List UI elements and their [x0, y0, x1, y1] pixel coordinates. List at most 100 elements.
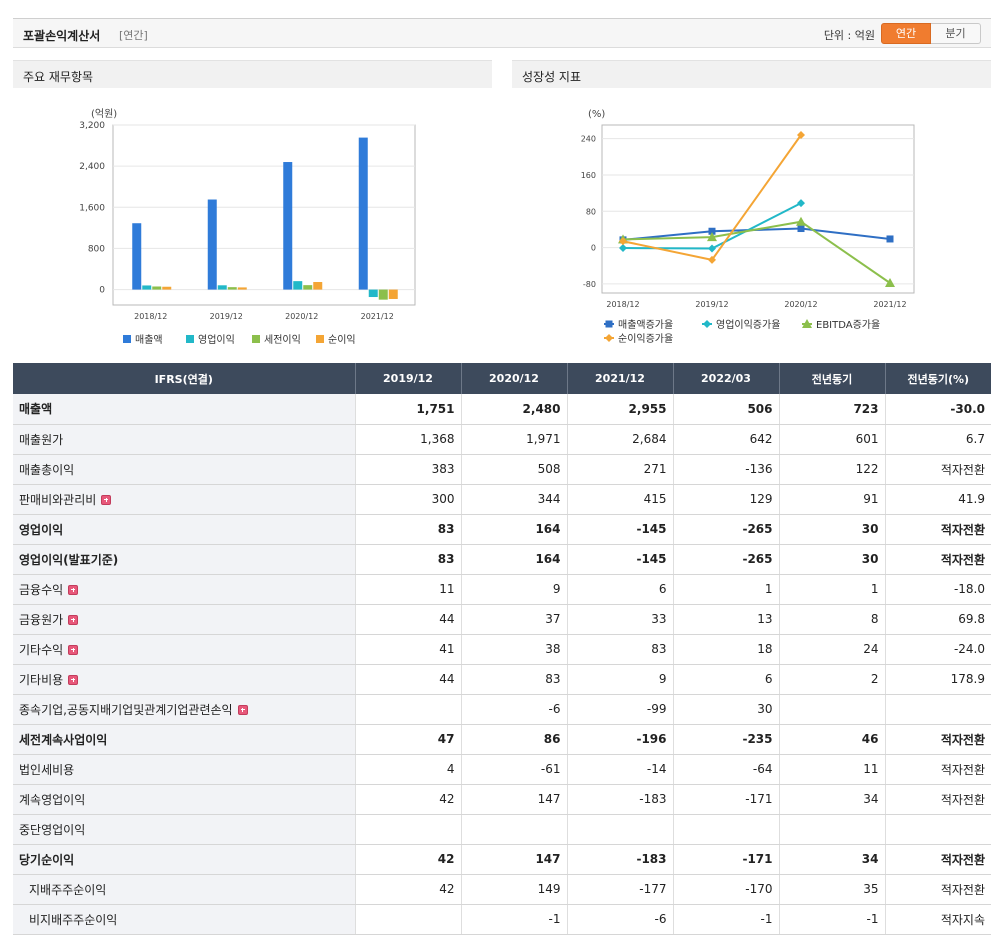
point-0-2	[797, 225, 805, 233]
header-cell: 전년동기	[779, 363, 886, 394]
value-cell: -183	[567, 784, 674, 815]
value-cell: 642	[673, 424, 780, 455]
value-cell: 11	[779, 754, 886, 785]
unit-label: 단위 : 억원	[823, 29, 875, 42]
value-cell: 506	[673, 394, 780, 425]
value-cell: 적자전환	[885, 874, 991, 905]
row-label: 지배주주순이익	[13, 874, 356, 905]
table-row: 기타수익 41 38 83 18 24 -24.0	[13, 634, 991, 665]
y-tick-label: 800	[88, 244, 105, 254]
bar-1-1	[217, 285, 227, 290]
value-cell: -1	[461, 904, 568, 935]
value-cell	[355, 814, 462, 845]
header-cell: 2020/12	[461, 363, 568, 394]
value-cell: 35	[779, 874, 886, 905]
expand-plus-icon[interactable]	[68, 674, 79, 685]
value-cell: 149	[461, 874, 568, 905]
row-label-text: 기타수익	[19, 642, 64, 657]
value-cell: 34	[779, 844, 886, 875]
value-cell: -171	[673, 784, 780, 815]
value-cell: 1	[779, 574, 886, 605]
y-tick-label: 0	[591, 244, 596, 253]
value-cell: 8	[779, 604, 886, 635]
value-cell: -136	[673, 454, 780, 485]
expand-plus-icon[interactable]	[68, 644, 79, 655]
y-tick-label: 160	[581, 171, 596, 180]
value-cell	[355, 694, 462, 725]
bar-0-1	[207, 199, 217, 290]
bar-1-2	[293, 281, 303, 290]
row-label-text: 계속영업이익	[19, 792, 86, 807]
left-panel-title: 주요 재무항목	[13, 60, 492, 88]
row-label-text: 영업이익	[19, 522, 64, 537]
value-cell: 적자전환	[885, 844, 991, 875]
value-cell: 4	[355, 754, 462, 785]
legend-label: 매출액증가율	[618, 319, 673, 331]
row-label: 영업이익	[13, 514, 356, 545]
y-tick-label: 0	[99, 286, 105, 296]
header-cell: 2019/12	[355, 363, 462, 394]
bar-0-3	[358, 137, 368, 290]
bar-3-3	[388, 289, 398, 299]
header-cell: 2021/12	[567, 363, 674, 394]
value-cell: 38	[461, 634, 568, 665]
row-label: 종속기업,공동지배기업및관계기업관련손익	[13, 694, 356, 725]
point-0-3	[886, 235, 894, 243]
income-statement-table: IFRS(연결) 2019/12 2020/12 2021/12 2022/03…	[13, 363, 991, 935]
bar-3-1	[237, 287, 247, 290]
period-toggle: 연간 분기	[881, 23, 981, 44]
row-label-text: 당기순이익	[19, 852, 75, 867]
header-cell: 전년동기(%)	[885, 363, 991, 394]
legend-label: 영업이익증가율	[716, 318, 780, 331]
legend-label: 세전이익	[264, 334, 301, 346]
value-cell: 83	[355, 544, 462, 575]
row-label: 세전계속사업이익	[13, 724, 356, 755]
row-label-text: 세전계속사업이익	[19, 732, 108, 747]
value-cell: -183	[567, 844, 674, 875]
row-label-text: 기타비용	[19, 672, 64, 687]
x-tick-label: 2021/12	[361, 312, 394, 321]
y-axis-label: (%)	[588, 109, 605, 120]
value-cell: -99	[567, 694, 674, 725]
row-label-text: 매출총이익	[19, 462, 75, 477]
bar-1-0	[142, 285, 152, 290]
row-label: 매출원가	[13, 424, 356, 455]
row-label: 당기순이익	[13, 844, 356, 875]
quarter-toggle-button[interactable]: 분기	[931, 23, 981, 44]
point-3-0	[619, 237, 627, 246]
bar-0-0	[132, 223, 142, 290]
value-cell: 83	[355, 514, 462, 545]
value-cell	[355, 904, 462, 935]
legend-label: 순이익증가율	[618, 333, 673, 345]
expand-plus-icon[interactable]	[101, 494, 112, 505]
value-cell: 2,480	[461, 394, 568, 425]
expand-plus-icon[interactable]	[68, 584, 79, 595]
value-cell: 41	[355, 634, 462, 665]
table-row: 중단영업이익	[13, 814, 991, 845]
value-cell: 129	[673, 484, 780, 515]
value-cell: 18	[673, 634, 780, 665]
y-tick-label: 80	[586, 207, 596, 216]
x-tick-label: 2018/12	[606, 300, 639, 309]
value-cell: 47	[355, 724, 462, 755]
annual-toggle-button[interactable]: 연간	[881, 23, 931, 44]
value-cell: 11	[355, 574, 462, 605]
expand-plus-icon[interactable]	[237, 704, 248, 715]
row-label: 매출액	[13, 394, 356, 425]
table-row: 계속영업이익 42 147 -183 -171 34 적자전환	[13, 784, 991, 815]
x-tick-label: 2020/12	[784, 300, 817, 309]
value-cell: -24.0	[885, 634, 991, 665]
legend-label: EBITDA증가율	[816, 319, 880, 331]
bar-1-3	[368, 289, 378, 298]
value-cell: 30	[673, 694, 780, 725]
value-cell: -196	[567, 724, 674, 755]
expand-plus-icon[interactable]	[68, 614, 79, 625]
financial-bar-chart: 0 800 1,600 2,400 3,200(억원) 2018/12 2019/12 202…	[79, 108, 416, 346]
row-label: 금융수익	[13, 574, 356, 605]
value-cell: 9	[567, 664, 674, 695]
value-cell	[461, 814, 568, 845]
value-cell: 508	[461, 454, 568, 485]
value-cell: 적자전환	[885, 454, 991, 485]
value-cell: 86	[461, 724, 568, 755]
value-cell: 24	[779, 634, 886, 665]
